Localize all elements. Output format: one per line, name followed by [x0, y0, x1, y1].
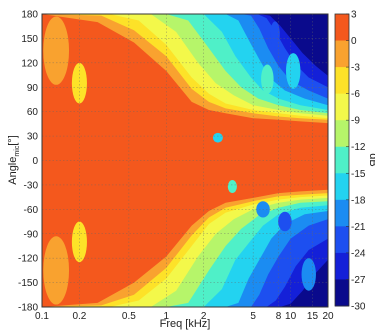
x-tick-label: 0.2 — [72, 311, 86, 322]
colorbar-segment — [335, 199, 349, 227]
colorbar-tick-label: -15 — [351, 169, 366, 180]
colorbar-tick-label: -18 — [351, 195, 366, 206]
y-tick-label: -180 — [18, 303, 38, 314]
x-tick-label: 15 — [307, 311, 319, 322]
colorbar-segment — [335, 226, 349, 254]
x-tick-label: 10 — [285, 311, 297, 322]
x-tick-label: 20 — [322, 311, 334, 322]
colorbar-segment — [335, 120, 349, 148]
x-axis-ticks: 0.1 0.2 0.5 1 2 5 8 10 15 20 — [35, 311, 334, 322]
contour-blob — [261, 64, 274, 94]
colorbar-segment — [335, 173, 349, 201]
plot-frame — [41, 13, 329, 308]
colorbar-tick-label: -24 — [351, 248, 366, 259]
contour-blob — [212, 132, 223, 143]
colorbar-tick-label: -9 — [351, 116, 360, 127]
colorbar-frame — [334, 13, 350, 307]
y-axis-label-unit: [°] — [7, 135, 19, 146]
colorbar-tick-label: -27 — [351, 275, 366, 286]
y-axis-label-sub: mic — [14, 145, 21, 156]
colorbar-segment — [335, 14, 349, 42]
contour-blob — [301, 258, 316, 291]
y-tick-label: 30 — [27, 132, 39, 143]
y-axis-ticks: 180 150 120 90 60 30 0 -30 -60 -90 -120 -150 -180 — [18, 10, 38, 314]
y-axis-label-main: Angle — [7, 157, 19, 185]
y-tick-label: 120 — [21, 58, 38, 69]
colorbar-segment — [335, 67, 349, 95]
colorbar-segment — [335, 279, 349, 307]
colorbar-tick-label: -30 — [351, 302, 366, 313]
colorbar-segment — [335, 252, 349, 280]
contour-blob — [278, 211, 292, 232]
colorbar-segment — [335, 146, 349, 174]
contour-blob — [43, 236, 70, 305]
contour-blob — [43, 16, 70, 85]
colorbar-tick-label: -12 — [351, 142, 366, 153]
y-axis-label: Anglemic[°] — [7, 135, 21, 185]
colorbar-tick-label: 3 — [351, 10, 357, 21]
y-tick-label: 180 — [21, 10, 38, 21]
colorbar-tick-label: -3 — [351, 63, 360, 74]
x-axis-label: Freq [kHz] — [160, 318, 211, 330]
colorbar: 3 0 -3 -6 -9 -12 -15 -18 -21 -24 -27 -30 — [334, 10, 366, 313]
contour-blob — [286, 53, 301, 89]
x-tick-label: 1 — [164, 311, 170, 322]
contour-band — [42, 14, 328, 307]
colorbar-segment — [335, 40, 349, 68]
y-tick-label: 90 — [27, 83, 39, 94]
contour-blob — [270, 21, 280, 48]
y-tick-label: -30 — [24, 180, 39, 191]
colorbar-tick-label: -6 — [351, 89, 360, 100]
colorbar-label: dB — [367, 153, 375, 166]
x-tick-label: 0.1 — [35, 311, 49, 322]
colorbar-tick-label: -21 — [351, 222, 366, 233]
contour-blob — [71, 62, 87, 104]
y-tick-label: 60 — [27, 107, 39, 118]
y-tick-label: -120 — [18, 254, 38, 265]
x-tick-label: 2 — [201, 311, 207, 322]
contour-blob — [227, 180, 237, 194]
x-tick-label: 0.5 — [122, 311, 136, 322]
colorbar-tick-label: 0 — [351, 36, 357, 47]
y-tick-label: -60 — [24, 205, 39, 216]
x-tick-label: 8 — [276, 311, 282, 322]
x-tick-label: 5 — [250, 311, 256, 322]
y-tick-label: 0 — [32, 156, 38, 167]
y-tick-label: -90 — [24, 229, 39, 240]
y-tick-label: 150 — [21, 34, 38, 45]
colorbar-segment — [335, 93, 349, 121]
y-tick-label: -150 — [18, 278, 38, 289]
